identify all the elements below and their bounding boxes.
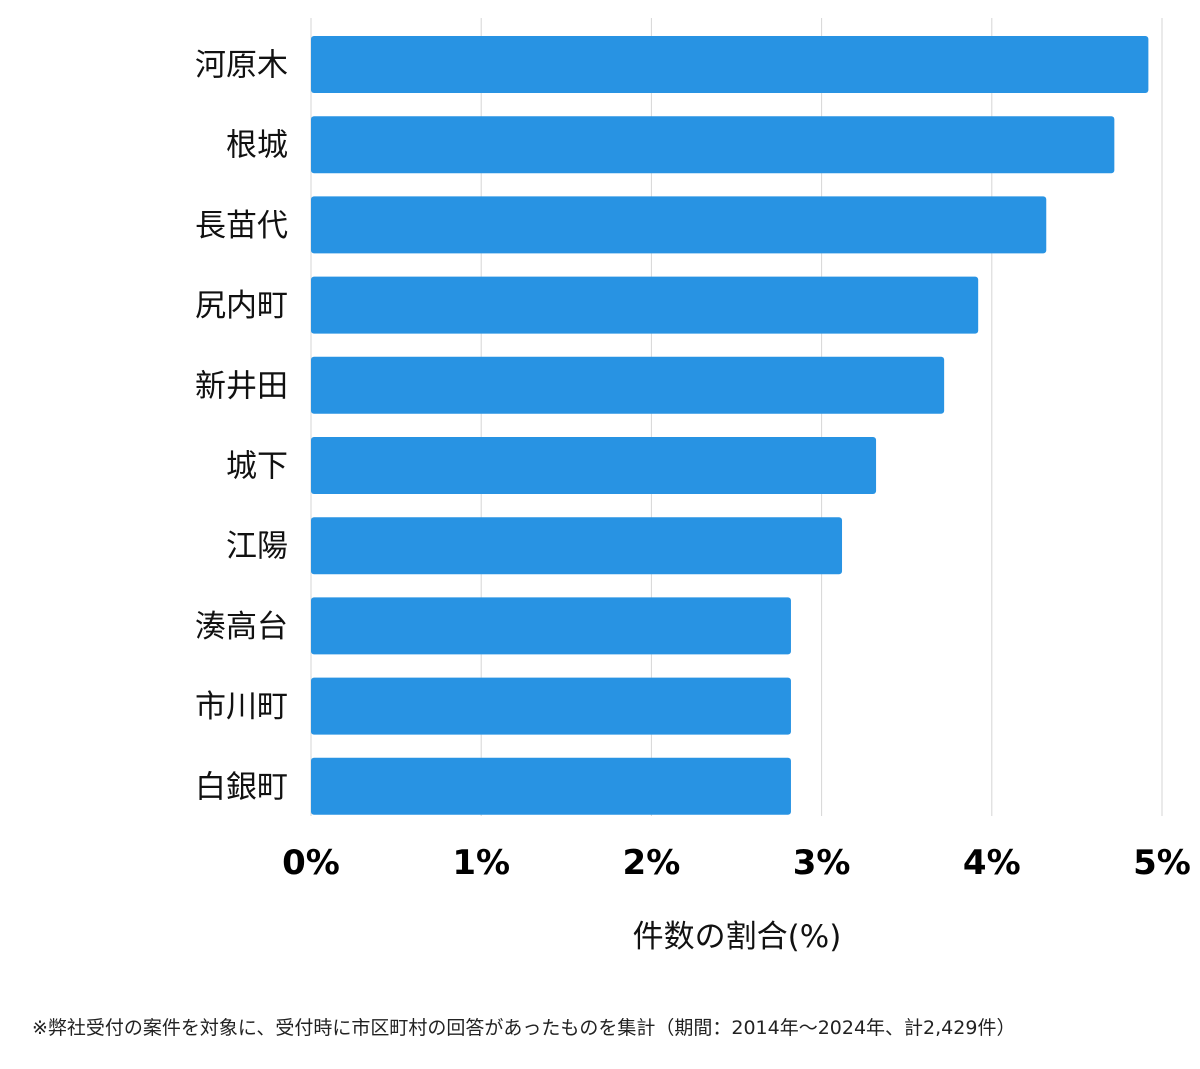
bar <box>311 36 1149 93</box>
x-tick-label: 2% <box>623 843 681 883</box>
category-label: 河原木 <box>195 48 288 84</box>
category-label: 江陽 <box>226 529 288 565</box>
bar <box>311 276 979 334</box>
bar <box>311 196 1047 254</box>
bar <box>311 437 877 494</box>
x-tick-labels: 0% 1% 2% 3% 4% 5% <box>282 843 1191 883</box>
bars <box>311 36 1149 815</box>
category-label: 新井田 <box>195 368 288 404</box>
category-label: 根城 <box>226 128 288 164</box>
x-tick-label: 0% <box>282 843 340 883</box>
category-label: 湊高台 <box>195 609 288 645</box>
category-label: 長苗代 <box>195 208 288 244</box>
footnote: ※弊社受付の案件を対象に、受付時に市区町村の回答があったものを集計（期間：201… <box>32 1017 1016 1039</box>
bar <box>311 356 945 414</box>
bar <box>311 757 791 815</box>
category-label: 城下 <box>226 449 288 485</box>
category-label: 市川町 <box>195 689 288 725</box>
x-tick-label: 3% <box>793 843 851 883</box>
x-tick-label: 4% <box>963 843 1021 883</box>
x-axis-title: 件数の割合(%) <box>633 919 842 955</box>
x-tick-label: 1% <box>452 843 510 883</box>
bar <box>311 677 791 735</box>
bar <box>311 116 1115 174</box>
category-label: 尻内町 <box>195 288 288 324</box>
bar <box>311 517 843 575</box>
x-tick-label: 5% <box>1133 843 1191 883</box>
category-label: 白銀町 <box>195 769 288 805</box>
bar <box>311 597 791 655</box>
